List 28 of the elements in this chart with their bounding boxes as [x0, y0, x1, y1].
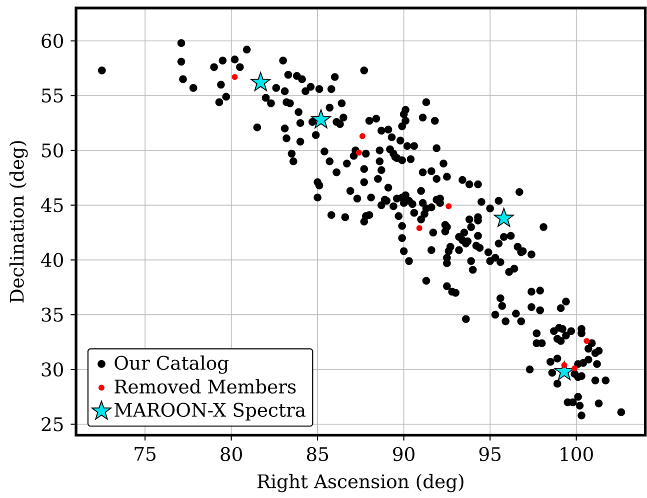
y-tick-label: 50: [42, 143, 63, 158]
point: [359, 132, 366, 139]
y-tick-label: 45: [41, 198, 63, 212]
x-tick-label: 100: [560, 446, 593, 461]
point: [446, 203, 452, 210]
legend-label: MAROON-X Spectra: [114, 402, 306, 420]
legend-label: Removed Members: [114, 378, 296, 394]
y-axis-title: Declination (deg): [9, 140, 28, 302]
y-tick-label: 60: [42, 34, 63, 48]
point: [584, 338, 590, 344]
y-tick-label: 35: [42, 307, 63, 322]
point: [561, 362, 568, 368]
x-tick-label: 85: [306, 446, 328, 461]
point: [356, 149, 362, 156]
y-tick-label: 40: [41, 252, 63, 267]
x-tick-label: 90: [393, 446, 414, 461]
y-tick-label: 30: [42, 362, 63, 376]
point: [494, 208, 514, 227]
point: [232, 74, 238, 80]
y-tick-label: 25: [42, 416, 63, 432]
x-axis-title: Right Ascension (deg): [258, 474, 464, 492]
legend-label: Our Catalog: [114, 355, 229, 374]
point: [416, 224, 422, 231]
point: [250, 72, 271, 91]
x-tick-label: 75: [134, 446, 156, 461]
x-tick-label: 95: [479, 446, 500, 461]
y-tick-label: 55: [42, 88, 63, 102]
x-tick-label: 80: [220, 446, 242, 461]
